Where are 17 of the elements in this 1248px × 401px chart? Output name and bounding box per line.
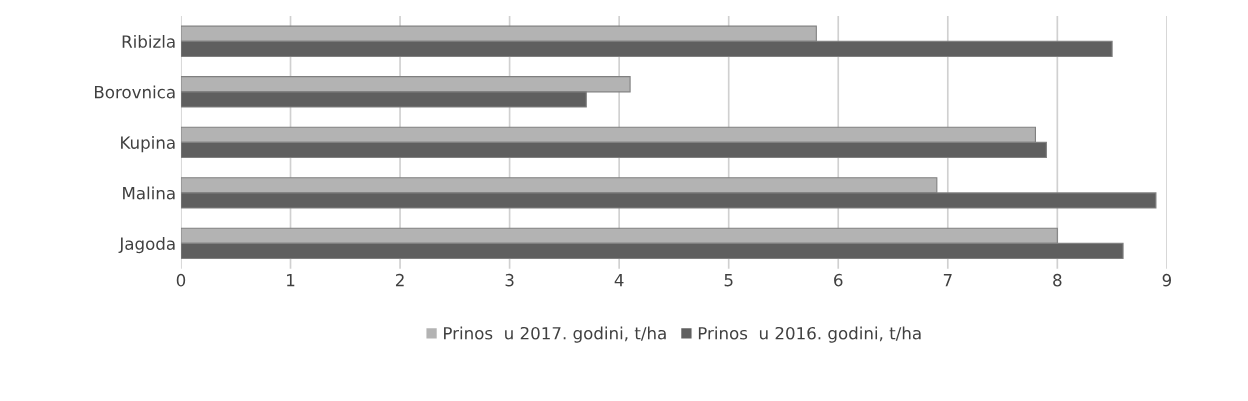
y-tick-label: Kupina [121, 136, 175, 153]
x-tick-label: 6 [834, 273, 843, 287]
x-tick-label: 9 [1162, 273, 1172, 287]
y-tick-label: Jagoda [118, 237, 175, 254]
x-tick-label: 4 [614, 274, 624, 287]
x-tick-label: 2 [395, 273, 404, 287]
legend-label: Prinos u 2017. godini, t/ha [444, 326, 666, 343]
y-tick-label: Malina [123, 186, 175, 200]
x-tick-label: 5 [724, 274, 733, 287]
y-tick-label: Borovnica [94, 85, 175, 99]
x-tick-label: 0 [176, 273, 186, 287]
x-tick-label: 8 [1053, 273, 1062, 287]
x-tick-label: 7 [943, 274, 952, 287]
x-tick-label: 1 [287, 274, 295, 287]
x-tick-label: 3 [505, 273, 514, 287]
y-tick-label: Ribizla [122, 34, 175, 48]
legend-label: Prinos u 2016. godini, t/ha [698, 326, 921, 343]
